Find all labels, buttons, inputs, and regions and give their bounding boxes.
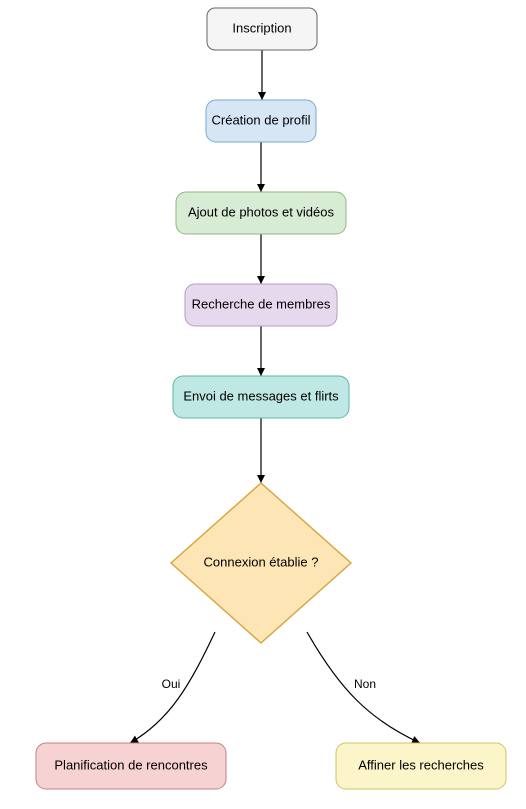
node-label: Inscription [232,20,291,35]
node-label: Affiner les recherches [358,757,484,772]
node-label: Envoi de messages et flirts [183,388,339,403]
node-label: Ajout de photos et vidéos [188,204,334,219]
node-n7: Planification de rencontres [36,743,226,789]
node-label: Connexion établie ? [204,554,319,569]
edge-label: Non [354,677,376,691]
node-n4: Recherche de membres [185,284,337,326]
node-n2: Création de profil [206,100,316,142]
node-label: Planification de rencontres [54,757,208,772]
node-n6: Connexion établie ? [171,483,351,643]
node-n8: Affiner les recherches [336,743,506,789]
edge-n6-n7: Oui [130,632,215,743]
node-label: Recherche de membres [192,296,331,311]
node-label: Création de profil [212,112,311,127]
node-n1: Inscription [207,8,317,50]
edge-label: Oui [162,677,181,691]
flowchart-diagram: Oui Non Inscription Création de profil Ajout… [0,0,526,809]
edge-n6-n8: Non [307,632,420,743]
node-n3: Ajout de photos et vidéos [176,192,346,234]
node-n5: Envoi de messages et flirts [173,376,349,418]
